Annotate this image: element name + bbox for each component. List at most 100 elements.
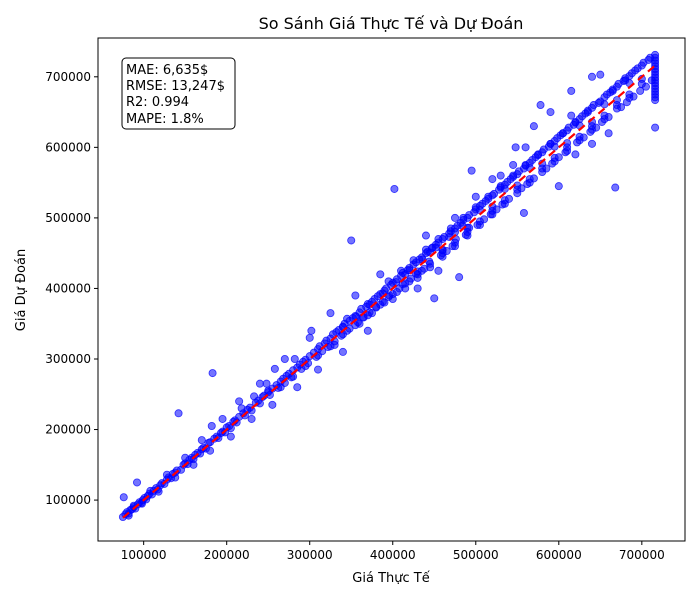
data-point <box>513 189 522 198</box>
data-point <box>421 245 430 254</box>
metrics-box: MAE: 6,635$ RMSE: 13,247$ R2: 0.994 MAPE… <box>121 57 236 130</box>
data-point <box>608 86 617 95</box>
data-point <box>588 139 597 148</box>
data-point <box>347 236 356 245</box>
data-point <box>206 446 215 455</box>
data-point <box>451 242 460 251</box>
data-point <box>459 213 468 222</box>
data-point <box>181 453 190 462</box>
data-point <box>567 111 576 120</box>
data-point <box>293 383 302 392</box>
data-point <box>270 364 279 373</box>
data-point <box>525 178 534 187</box>
y-tick-label: 300000 <box>45 352 91 366</box>
points-layer <box>118 50 660 522</box>
data-point <box>588 72 597 81</box>
data-point <box>465 223 474 232</box>
data-point <box>326 309 335 318</box>
data-point <box>521 143 530 152</box>
data-point <box>488 210 497 219</box>
data-point <box>235 397 244 406</box>
x-tick-label: 400000 <box>370 548 416 562</box>
data-point <box>307 326 316 335</box>
y-axis-ticks: 100000 200000 300000 400000 500000 600000 7000… <box>45 70 98 507</box>
data-point <box>397 266 406 275</box>
data-point <box>425 257 434 266</box>
data-point <box>431 243 440 252</box>
data-point <box>571 150 580 159</box>
data-point <box>471 192 480 201</box>
x-tick-label: 500000 <box>453 548 499 562</box>
y-tick-label: 600000 <box>45 140 91 154</box>
data-point <box>554 182 563 191</box>
x-tick-label: 600000 <box>536 548 582 562</box>
data-point <box>133 478 142 487</box>
data-point <box>612 104 621 113</box>
data-point <box>264 386 273 395</box>
metric-mape: MAPE: 1.8% <box>126 112 204 127</box>
data-point <box>434 266 443 275</box>
metric-rmse: RMSE: 13,247$ <box>126 79 225 94</box>
data-point <box>546 139 555 148</box>
data-point <box>290 354 299 363</box>
data-point <box>475 220 484 229</box>
data-point <box>496 171 505 180</box>
x-tick-label: 300000 <box>287 548 333 562</box>
plot-area: 100000 200000 300000 400000 500000 600000 7000… <box>45 37 686 562</box>
data-point <box>208 369 217 378</box>
data-point <box>326 342 335 351</box>
y-tick-label: 500000 <box>45 211 91 225</box>
data-point <box>621 76 630 85</box>
metric-mae: MAE: 6,635$ <box>126 63 208 78</box>
plot-frame <box>97 37 686 542</box>
data-point <box>247 406 256 415</box>
data-point <box>390 184 399 193</box>
data-point <box>280 354 289 363</box>
data-point <box>546 108 555 117</box>
data-point <box>575 136 584 145</box>
data-point <box>509 160 518 169</box>
data-point <box>376 270 385 279</box>
data-point <box>571 118 580 127</box>
data-point <box>600 115 609 124</box>
data-point <box>338 347 347 356</box>
data-point <box>385 291 394 300</box>
data-point <box>538 168 547 177</box>
data-point <box>305 333 314 342</box>
data-point <box>162 470 171 479</box>
data-point <box>392 278 401 287</box>
data-point <box>174 409 183 418</box>
data-point <box>314 365 323 374</box>
data-point <box>446 224 455 233</box>
data-point <box>611 183 620 192</box>
data-point <box>604 129 613 138</box>
metric-r2: R2: 0.994 <box>126 95 189 110</box>
data-point <box>255 379 264 388</box>
data-point <box>247 414 256 423</box>
data-point <box>119 493 128 502</box>
data-point <box>351 291 360 300</box>
data-point <box>463 231 472 240</box>
data-point <box>596 97 605 106</box>
data-point <box>262 379 271 388</box>
data-point <box>413 284 422 293</box>
x-axis-label: Giá Thực Tế <box>352 571 429 586</box>
data-point <box>430 294 439 303</box>
y-axis-label: Giá Dự Đoán <box>14 249 29 331</box>
data-point <box>521 160 530 169</box>
data-point <box>529 122 538 131</box>
y-tick-label: 200000 <box>45 423 91 437</box>
data-point <box>405 277 414 286</box>
data-point <box>409 256 418 265</box>
metrics-box-frame <box>121 57 236 130</box>
data-point <box>471 203 480 212</box>
data-point <box>625 93 634 102</box>
data-point <box>197 436 206 445</box>
data-point <box>363 326 372 335</box>
y-tick-label: 700000 <box>45 70 91 84</box>
data-point <box>226 432 235 441</box>
data-point <box>563 146 572 155</box>
data-point <box>496 182 505 191</box>
